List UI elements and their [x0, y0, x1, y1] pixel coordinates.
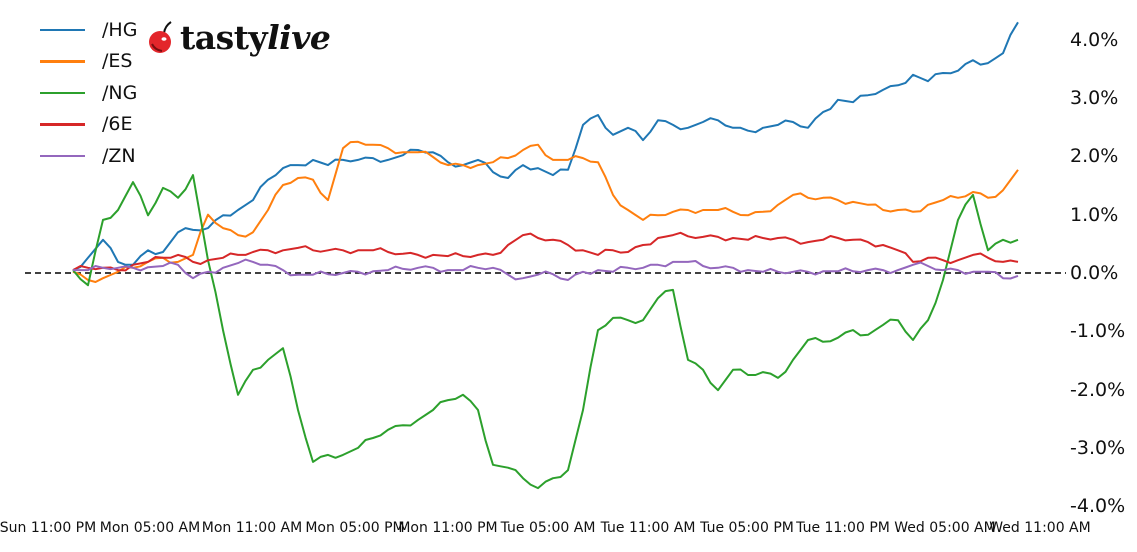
chart-legend: /HG /ES /NG /6E /ZN — [40, 14, 137, 172]
y-tick-label: 4.0% — [1070, 28, 1119, 51]
x-tick-label: Tue 11:00 PM — [796, 520, 890, 536]
legend-item-hg: /HG — [40, 14, 137, 46]
x-tick-label: Mon 05:00 AM — [99, 520, 201, 536]
x-tick-label: Tue 11:00 AM — [600, 520, 696, 536]
series-line-es — [72, 140, 1019, 283]
series-line-6e — [72, 231, 1019, 272]
legend-label-ng: /NG — [102, 81, 138, 104]
x-tick-label: Mon 05:00 PM — [305, 520, 405, 536]
logo-wordmark: tastylive — [180, 17, 331, 57]
x-tick-label: Wed 05:00 AM — [894, 520, 996, 536]
y-tick-label: 1.0% — [1070, 203, 1119, 226]
tastylive-logo: tastylive — [146, 17, 331, 57]
legend-label-hg: /HG — [102, 18, 138, 41]
legend-item-6e: /6E — [40, 109, 137, 141]
y-tick-label: 0.0% — [1070, 262, 1119, 284]
x-tick-label: Sun 11:00 PM — [0, 520, 97, 536]
series-lines — [72, 21, 1019, 490]
legend-swatch-zn — [40, 154, 85, 157]
logo-text-tasty: tasty — [180, 17, 268, 57]
x-tick-label: Mon 11:00 AM — [201, 520, 303, 536]
series-line-zn — [73, 258, 1019, 281]
legend-swatch-es — [40, 60, 85, 63]
y-tick-label: 3.0% — [1070, 87, 1119, 110]
legend-item-zn: /ZN — [40, 140, 137, 172]
series-line-ng — [72, 174, 1019, 490]
legend-label-6e: /6E — [102, 113, 133, 136]
legend-item-ng: /NG — [40, 77, 137, 109]
y-tick-label: 2.0% — [1070, 145, 1119, 168]
x-tick-label: Wed 11:00 AM — [989, 520, 1091, 536]
legend-swatch-hg — [40, 28, 85, 31]
logo-text-live: live — [267, 17, 331, 57]
legend-label-es: /ES — [102, 50, 133, 73]
x-tick-label: Tue 05:00 PM — [700, 520, 794, 536]
legend-swatch-6e — [40, 123, 85, 126]
y-tick-label: -1.0% — [1070, 320, 1126, 343]
legend-swatch-ng — [40, 91, 85, 94]
cherry-icon — [149, 21, 172, 53]
x-tick-label: Tue 05:00 AM — [500, 520, 596, 536]
x-tick-label: Mon 11:00 PM — [398, 520, 498, 536]
series-line-hg — [72, 21, 1019, 272]
legend-label-zn: /ZN — [102, 144, 136, 167]
legend-item-es: /ES — [40, 46, 137, 78]
y-tick-label: -3.0% — [1070, 436, 1126, 459]
y-tick-label: -4.0% — [1070, 495, 1126, 518]
y-tick-label: -2.0% — [1070, 378, 1126, 401]
